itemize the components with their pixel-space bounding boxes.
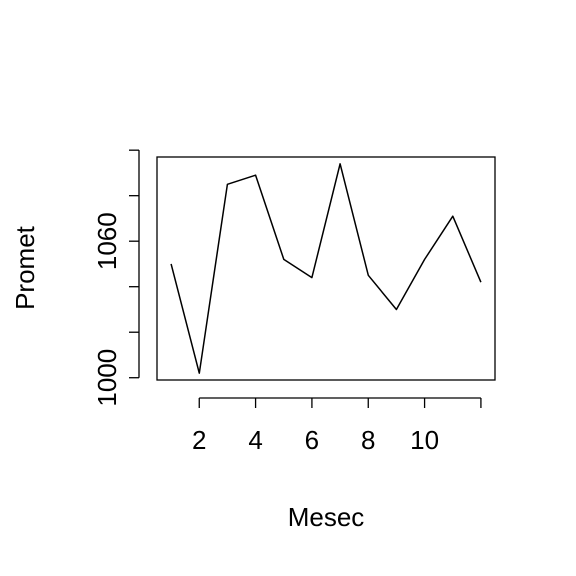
x-tick-label: 2 — [192, 425, 206, 455]
x-tick-label: 8 — [361, 425, 375, 455]
x-tick-label: 6 — [305, 425, 319, 455]
x-axis: 2 4 6 8 10 — [192, 397, 482, 455]
plot-frame — [156, 156, 496, 381]
x-axis-label: Mesec — [288, 502, 365, 532]
x-tick-label: 10 — [410, 425, 439, 455]
x-tick-label: 4 — [248, 425, 262, 455]
y-tick-label: 1060 — [92, 212, 122, 270]
series-line — [170, 163, 482, 374]
y-axis: 1000 1060 — [92, 149, 140, 407]
y-tick-label: 1000 — [92, 349, 122, 407]
y-axis-label: Promet — [10, 225, 40, 310]
series-layer — [170, 163, 482, 374]
